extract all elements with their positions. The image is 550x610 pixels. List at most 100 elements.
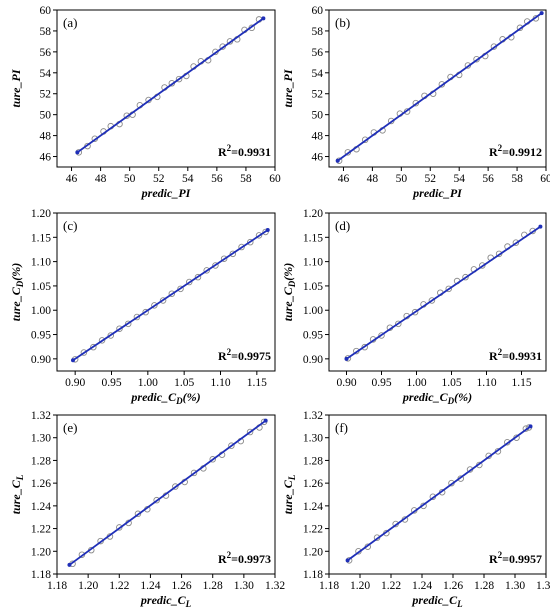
x-tick-label: 56 xyxy=(482,173,494,185)
y-tick-label: 1.10 xyxy=(303,257,323,269)
y-tick-label: 0.95 xyxy=(303,330,323,342)
x-tick-label: 50 xyxy=(124,173,136,185)
data-point xyxy=(90,343,97,351)
x-tick-label: 1.30 xyxy=(505,580,525,592)
y-tick-label: 1.22 xyxy=(303,524,323,536)
fit-line-endpoint xyxy=(265,228,270,233)
x-tick-label: 60 xyxy=(269,173,281,185)
y-tick-label: 1.15 xyxy=(31,232,51,244)
fit-line xyxy=(337,12,543,162)
data-point xyxy=(220,255,228,262)
fit-line-endpoint xyxy=(70,358,75,363)
panel-label: (b) xyxy=(335,15,350,30)
y-tick-label: 1.00 xyxy=(31,305,51,317)
y-axis-label: ture_CL xyxy=(9,474,25,514)
y-axis-label: ture_CL xyxy=(281,474,297,514)
data-point xyxy=(378,332,385,339)
x-tick-label: 54 xyxy=(182,173,194,185)
data-point xyxy=(229,250,237,258)
x-tick-label: 0.95 xyxy=(101,377,121,389)
data-point xyxy=(175,75,183,83)
data-point xyxy=(445,285,452,293)
data-point xyxy=(107,332,115,339)
x-tick-label: 58 xyxy=(511,173,523,185)
r-squared-label: R2=0.9973 xyxy=(218,550,271,566)
panel-label: (f) xyxy=(335,420,348,435)
x-tick-label: 1.15 xyxy=(511,377,531,389)
x-tick-label: 1.15 xyxy=(247,377,267,389)
y-tick-label: 48 xyxy=(312,131,324,143)
fit-line-endpoint xyxy=(345,558,350,563)
fit-line xyxy=(68,419,267,566)
r-squared-label: R2=0.9931 xyxy=(489,347,542,363)
x-axis-label: predic_CD(%) xyxy=(130,390,200,406)
fit-line-endpoint xyxy=(344,356,349,361)
y-tick-label: 48 xyxy=(40,131,52,143)
x-tick-label: 1.24 xyxy=(140,580,160,592)
x-tick-label: 1.10 xyxy=(476,377,496,389)
data-point xyxy=(462,273,469,281)
x-tick-label: 1.05 xyxy=(174,377,194,389)
y-axis-label: ture_PI xyxy=(9,68,23,107)
data-point xyxy=(153,496,160,504)
data-point xyxy=(228,442,235,449)
y-tick-label: 58 xyxy=(40,26,52,38)
y-tick-label: 1.20 xyxy=(303,208,323,220)
x-tick-label: 0.95 xyxy=(371,377,391,389)
data-point xyxy=(172,483,179,490)
x-tick-label: 1.32 xyxy=(265,580,285,592)
x-tick-label: 46 xyxy=(66,173,78,185)
fit-line xyxy=(72,229,269,362)
r-squared-label: R2=0.9975 xyxy=(218,347,271,363)
panel-d: 0.90 0.95 1.00 1.05 1.10 1.15 0.90 0.95 1.00 1.05… xyxy=(281,208,547,406)
fit-line-endpoint xyxy=(528,424,533,429)
r-squared-label: R2=0.9931 xyxy=(218,143,271,159)
x-tick-label: 50 xyxy=(396,173,408,185)
data-point xyxy=(361,343,368,351)
x-tick-label: 1.05 xyxy=(441,377,461,389)
y-tick-label: 1.18 xyxy=(303,569,323,581)
y-tick-label: 1.24 xyxy=(303,501,323,513)
data-point xyxy=(80,349,88,356)
y-tick-label: 1.10 xyxy=(31,257,51,269)
data-point xyxy=(133,313,141,321)
x-tick-label: 1.24 xyxy=(412,580,432,592)
y-tick-label: 1.30 xyxy=(303,433,323,445)
y-tick-label: 52 xyxy=(312,89,324,101)
data-point xyxy=(209,456,216,463)
x-tick-label: 1.30 xyxy=(234,580,254,592)
x-tick-label: 0.90 xyxy=(65,377,85,389)
x-tick-label: 52 xyxy=(153,173,165,185)
y-tick-label: 54 xyxy=(40,68,52,80)
x-axis-label: predic_CD(%) xyxy=(402,390,472,406)
data-point xyxy=(212,262,219,269)
plot-frame xyxy=(328,9,547,168)
y-tick-label: 1.00 xyxy=(303,305,323,317)
panel-f: 1.18 1.20 1.22 1.24 1.26 1.28 1.30 1.32 1.18 1.20… xyxy=(281,410,550,609)
data-point xyxy=(168,290,176,297)
x-axis-label: predic_CL xyxy=(411,593,463,609)
r-squared-label: R2=0.9912 xyxy=(489,143,542,159)
data-point xyxy=(246,428,254,436)
y-tick-label: 1.30 xyxy=(31,433,51,445)
x-tick-label: 1.32 xyxy=(536,580,550,592)
x-tick-label: 1.18 xyxy=(319,580,339,592)
x-tick-label: 1.10 xyxy=(210,377,230,389)
y-tick-label: 1.20 xyxy=(303,546,323,558)
x-tick-label: 1.00 xyxy=(406,377,426,389)
x-tick-label: 1.22 xyxy=(109,580,129,592)
data-point xyxy=(177,285,184,293)
y-tick-label: 56 xyxy=(312,47,324,59)
data-point xyxy=(186,278,193,286)
data-point xyxy=(512,239,520,246)
x-tick-label: 52 xyxy=(425,173,437,185)
panel-label: (c) xyxy=(63,218,77,233)
data-point xyxy=(479,262,486,269)
y-tick-label: 54 xyxy=(312,68,324,80)
x-tick-label: 1.20 xyxy=(350,580,370,592)
x-tick-label: 46 xyxy=(338,173,350,185)
x-tick-label: 1.26 xyxy=(172,580,192,592)
x-tick-label: 1.26 xyxy=(443,580,463,592)
panel-label: (a) xyxy=(63,15,77,30)
y-tick-label: 1.24 xyxy=(31,501,51,513)
